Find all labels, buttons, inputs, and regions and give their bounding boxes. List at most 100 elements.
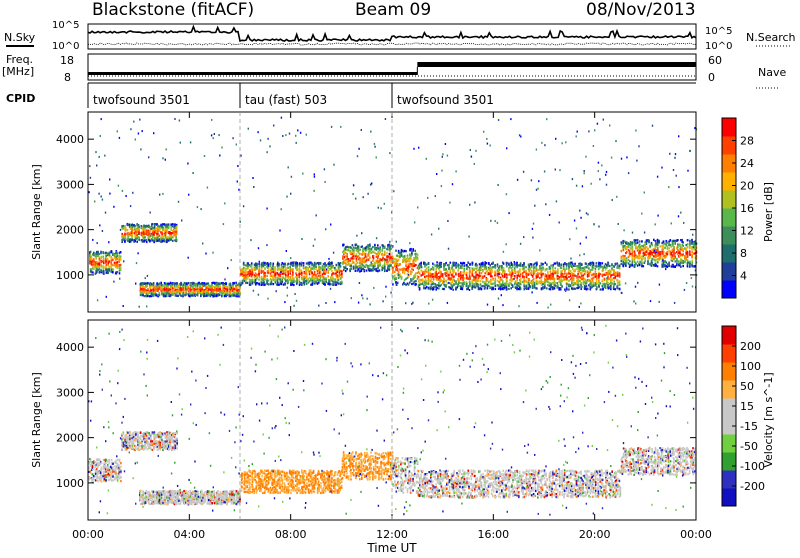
echo-cell <box>369 257 371 259</box>
echo-cell <box>401 278 403 280</box>
echo-cell <box>256 277 258 279</box>
echo-cell <box>585 272 587 274</box>
echo-cell <box>580 265 582 267</box>
echo-cell <box>542 267 544 269</box>
echo-cell <box>256 263 258 265</box>
echo-cell <box>123 235 125 237</box>
echo-cell <box>610 271 612 273</box>
echo-cell <box>278 263 280 265</box>
echo-cell <box>435 283 437 285</box>
echo-cell <box>530 286 532 288</box>
echo-cell <box>455 288 457 290</box>
echo-cell <box>336 284 338 286</box>
echo-cell <box>159 225 161 227</box>
echo-cell <box>244 264 246 266</box>
echo-cell <box>428 266 430 268</box>
echo-cell <box>119 272 121 274</box>
echo-cell <box>138 237 140 239</box>
echo-cell <box>460 262 462 264</box>
echo-cell <box>222 289 224 291</box>
echo-cell <box>467 285 469 287</box>
echo-cell <box>524 276 526 278</box>
echo-cell <box>379 251 381 253</box>
echo-cell <box>554 278 556 280</box>
echo-cell <box>296 267 298 269</box>
echo-cell <box>438 272 440 274</box>
echo-cell <box>619 267 621 269</box>
echo-cell <box>289 273 291 275</box>
echo-cell <box>112 264 114 266</box>
echo-cell <box>460 276 462 278</box>
echo-cell <box>392 278 394 280</box>
echo-cell <box>350 268 352 270</box>
echo-cell <box>497 263 499 265</box>
echo-cell <box>200 283 202 285</box>
echo-cell <box>233 288 235 290</box>
echo-cell <box>389 259 391 261</box>
echo-cell <box>301 274 303 276</box>
echo-cell <box>256 282 258 284</box>
echo-cell <box>602 279 604 281</box>
cpid-label: CPID <box>6 92 35 105</box>
echo-cell <box>125 229 127 231</box>
echo-cell <box>537 274 539 276</box>
echo-cell <box>405 278 407 280</box>
echo-cell <box>444 264 446 266</box>
echo-cell <box>299 266 301 268</box>
echo-cell <box>304 283 306 285</box>
echo-cell <box>99 268 101 270</box>
echo-cell <box>103 256 105 258</box>
echo-cell <box>142 294 144 296</box>
echo-cell <box>230 284 232 286</box>
echo-cell <box>460 282 462 284</box>
echo-cell <box>564 270 566 272</box>
echo-cell <box>436 284 438 286</box>
echo-cell <box>420 263 422 265</box>
echo-cell <box>466 272 468 274</box>
echo-cell <box>144 239 146 241</box>
echo-cell <box>533 278 535 280</box>
echo-cell <box>445 268 447 270</box>
echo-cell <box>227 289 229 291</box>
echo-cell <box>296 278 298 280</box>
echo-cell <box>443 278 445 280</box>
echo-cell <box>476 267 478 269</box>
echo-cell <box>230 293 232 295</box>
echo-cell <box>431 268 433 270</box>
echo-cell <box>159 283 161 285</box>
echo-cell <box>268 267 270 269</box>
echo-cell <box>436 276 438 278</box>
echo-cell <box>127 233 129 235</box>
echo-cell <box>314 271 316 273</box>
echo-cell <box>149 226 151 228</box>
echo-cell <box>499 281 501 283</box>
echo-cell <box>201 291 203 293</box>
echo-cell <box>183 292 185 294</box>
echo-cell <box>330 283 332 285</box>
echo-cell <box>467 278 469 280</box>
echo-cell <box>404 279 406 281</box>
echo-cell <box>387 248 389 250</box>
echo-cell <box>132 229 134 231</box>
echo-cell <box>161 284 163 286</box>
echo-cell <box>593 267 595 269</box>
echo-cell <box>487 270 489 272</box>
echo-cell <box>324 283 326 285</box>
echo-cell <box>423 287 425 289</box>
echo-cell <box>419 288 421 290</box>
echo-cell <box>242 282 244 284</box>
echo-cell <box>275 268 277 270</box>
echo-cell <box>428 263 430 265</box>
echo-cell <box>428 283 430 285</box>
echo-cell <box>93 252 95 254</box>
echo-cell <box>112 259 114 261</box>
echo-cell <box>554 280 556 282</box>
echo-cell <box>261 265 263 267</box>
echo-cell <box>581 275 583 277</box>
echo-cell <box>520 288 522 290</box>
echo-cell <box>317 272 319 274</box>
echo-cell <box>561 270 563 272</box>
echo-cell <box>117 271 119 273</box>
echo-cell <box>263 265 265 267</box>
echo-cell <box>382 267 384 269</box>
